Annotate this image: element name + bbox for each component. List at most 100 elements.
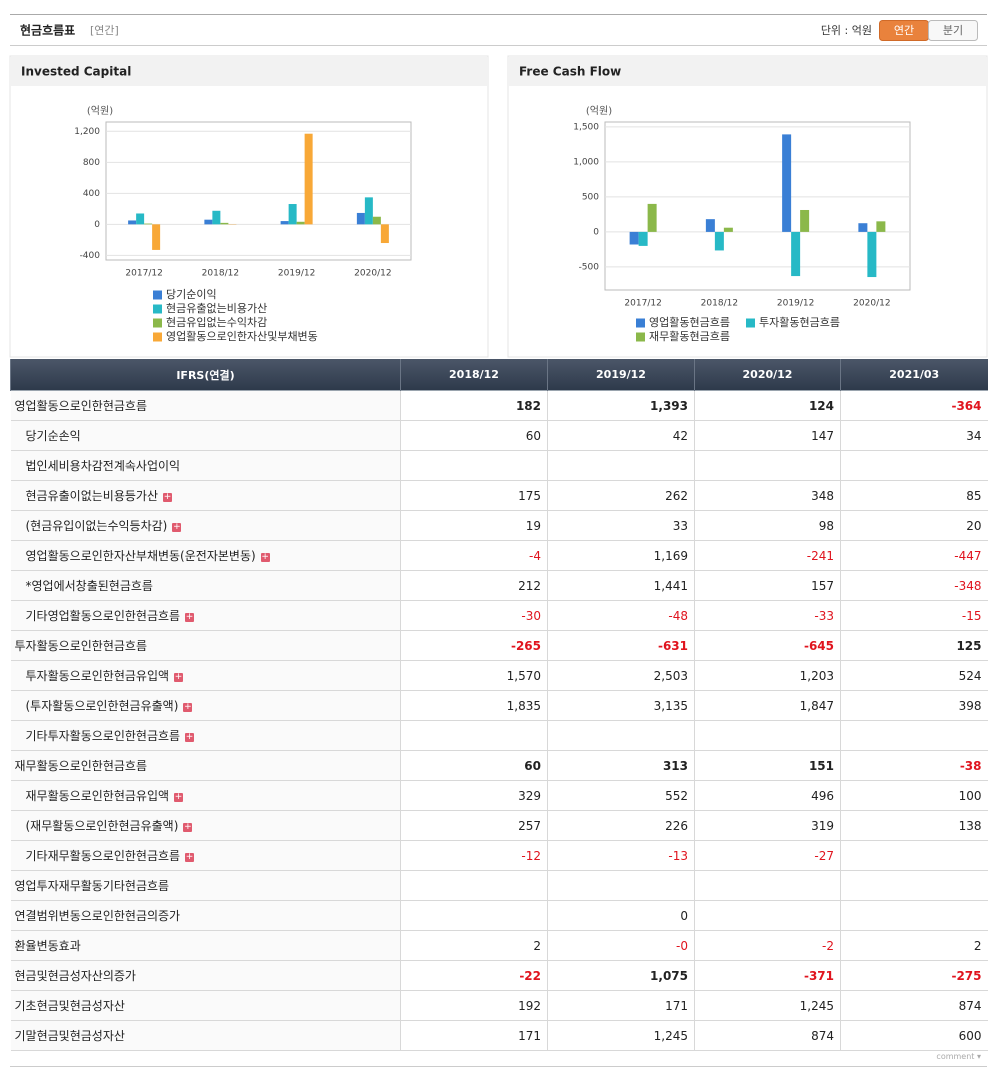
value-cell: 138 bbox=[840, 810, 988, 841]
expand-button[interactable]: + bbox=[183, 702, 193, 712]
value-cell: 496 bbox=[694, 780, 841, 811]
table-row: 기타재무활동으로인한현금흐름 + -12 -13 -27 bbox=[10, 840, 988, 871]
value-cell: 262 bbox=[547, 480, 695, 511]
row-label: 법인세비용차감전계속사업이익 bbox=[25, 459, 181, 473]
value-cell: 1,245 bbox=[694, 990, 841, 1021]
legend-label: 재무활동현금흐름 bbox=[649, 329, 730, 343]
table-row: 기타투자활동으로인한현금흐름 + bbox=[10, 720, 988, 751]
expand-button[interactable]: + bbox=[174, 792, 184, 802]
comment-toggle[interactable]: comment ▾ bbox=[936, 1052, 981, 1061]
row-label: 재무활동으로인한현금유입액 bbox=[25, 789, 170, 803]
value-cell: 313 bbox=[547, 750, 695, 781]
value-cell: -4 bbox=[400, 540, 548, 571]
value-cell bbox=[694, 900, 841, 931]
table-row: 영업활동으로인한현금흐름 182 1,393 124 -364 bbox=[10, 390, 988, 421]
bar bbox=[220, 222, 229, 225]
row-label: 기초현금및현금성자산 bbox=[14, 999, 125, 1013]
y-tick-label: 1,200 bbox=[74, 127, 100, 137]
legend-swatch bbox=[153, 318, 162, 328]
value-cell: -30 bbox=[400, 600, 548, 631]
value-cell: -645 bbox=[694, 630, 841, 661]
row-label-cell: 법인세비용차감전계속사업이익 bbox=[10, 450, 401, 481]
value-cell: 125 bbox=[840, 630, 988, 661]
value-cell bbox=[400, 900, 548, 931]
value-cell: 192 bbox=[400, 990, 548, 1021]
row-label: 현금및현금성자산의증가 bbox=[14, 969, 136, 983]
value-cell: -275 bbox=[840, 960, 988, 991]
legend-swatch bbox=[746, 318, 755, 328]
tab-quarter[interactable] bbox=[928, 20, 978, 41]
expand-button[interactable]: + bbox=[185, 852, 195, 862]
row-label: 기타투자활동으로인한현금흐름 bbox=[25, 729, 181, 743]
value-cell: -33 bbox=[694, 600, 841, 631]
tab-label[interactable]: 분기 bbox=[943, 24, 963, 37]
value-cell bbox=[400, 720, 548, 751]
y-tick-label: -500 bbox=[579, 262, 600, 272]
row-label-cell: 영업활동으로인한자산부채변동(운전자본변동) + bbox=[10, 540, 401, 571]
bar bbox=[288, 204, 297, 225]
expand-button[interactable]: + bbox=[174, 672, 184, 682]
value-cell: 1,835 bbox=[400, 690, 548, 721]
row-label-cell: (재무활동으로인한현금유출액) + bbox=[10, 810, 401, 841]
header-row: IFRS(연결) 2018/12 2019/12 2020/12 2021/03 bbox=[10, 359, 988, 391]
bar bbox=[782, 134, 792, 232]
value-cell: 2 bbox=[840, 930, 988, 961]
bar bbox=[204, 219, 213, 225]
value-cell bbox=[840, 840, 988, 871]
column-header: 2020/12 bbox=[694, 359, 841, 391]
charts-area: 현금흐름표 [연간] 단위 : 억원 연간 분기 Invested Capita… bbox=[9, 14, 988, 358]
table-row: 현금유출이없는비용등가산 +175 262 348 85 bbox=[10, 480, 988, 511]
value-cell: 348 bbox=[694, 480, 841, 511]
table-row: (현금유입이없는수익등차감) +19 33 98 20 bbox=[10, 510, 988, 541]
expand-button[interactable]: + bbox=[183, 822, 193, 832]
table-row: 재무활동으로인한현금흐름 60 313 151 -38 bbox=[10, 750, 988, 781]
value-cell bbox=[694, 450, 841, 481]
cash-flow-table: IFRS(연결) 2018/12 2019/12 2020/12 2021/03 영업활… bbox=[10, 359, 988, 1051]
value-cell bbox=[547, 720, 695, 751]
table-row: 기말현금및현금성자산 171 1,245 874 600 bbox=[10, 1020, 988, 1051]
expand-button[interactable]: + bbox=[162, 492, 172, 502]
bar bbox=[629, 231, 639, 245]
bar bbox=[647, 203, 657, 232]
x-tick-label: 2019/12 bbox=[777, 299, 814, 309]
tab-label[interactable]: 연간 bbox=[894, 24, 914, 37]
expand-button[interactable]: + bbox=[260, 552, 270, 562]
expand-button[interactable]: + bbox=[172, 522, 182, 532]
comment-label[interactable]: comment bbox=[936, 1052, 975, 1061]
value-cell: 257 bbox=[400, 810, 548, 841]
value-cell: 175 bbox=[400, 480, 548, 511]
row-label: 기타재무활동으로인한현금흐름 bbox=[25, 849, 181, 863]
page-title: 현금흐름표 bbox=[20, 23, 75, 38]
y-tick-label: 1,000 bbox=[573, 157, 599, 167]
value-cell: 3,135 bbox=[547, 690, 695, 721]
row-label: *영업에서창출된현금흐름 bbox=[25, 579, 153, 593]
row-label-cell: 재무활동으로인한현금흐름 bbox=[10, 750, 401, 781]
value-cell: 329 bbox=[400, 780, 548, 811]
value-cell: 1,441 bbox=[547, 570, 695, 601]
value-cell: -0 bbox=[547, 930, 695, 961]
value-cell: 1,245 bbox=[547, 1020, 695, 1051]
row-label: (투자활동으로인한현금유출액) bbox=[25, 699, 179, 713]
row-label-cell: 영업활동으로인한현금흐름 bbox=[10, 390, 401, 421]
chart-title: Free Cash Flow bbox=[519, 65, 621, 79]
value-cell bbox=[547, 870, 695, 901]
x-tick-label: 2020/12 bbox=[354, 269, 391, 279]
row-label-cell: 기초현금및현금성자산 bbox=[10, 990, 401, 1021]
expand-button[interactable]: + bbox=[185, 732, 195, 742]
value-cell: 1,847 bbox=[694, 690, 841, 721]
expand-button[interactable]: + bbox=[185, 612, 195, 622]
y-tick-label: 0 bbox=[94, 220, 100, 230]
legend-label: 현금유입없는수익차감 bbox=[166, 316, 267, 329]
x-tick-label: 2018/12 bbox=[701, 299, 738, 309]
value-cell: -265 bbox=[400, 630, 548, 661]
value-cell: 20 bbox=[840, 510, 988, 541]
row-label: 투자활동으로인한현금유입액 bbox=[25, 669, 170, 683]
y-tick-label: 400 bbox=[83, 189, 100, 199]
row-label-cell: 투자활동으로인한현금유입액 + bbox=[10, 660, 401, 691]
table-row: 기초현금및현금성자산 192 171 1,245 874 bbox=[10, 990, 988, 1021]
row-label-cell: 당기순손익 bbox=[10, 420, 401, 451]
unit: 단위 : 억원 bbox=[821, 24, 872, 37]
value-cell: -241 bbox=[694, 540, 841, 571]
value-cell: -13 bbox=[547, 840, 695, 871]
legend-swatch bbox=[153, 290, 162, 300]
